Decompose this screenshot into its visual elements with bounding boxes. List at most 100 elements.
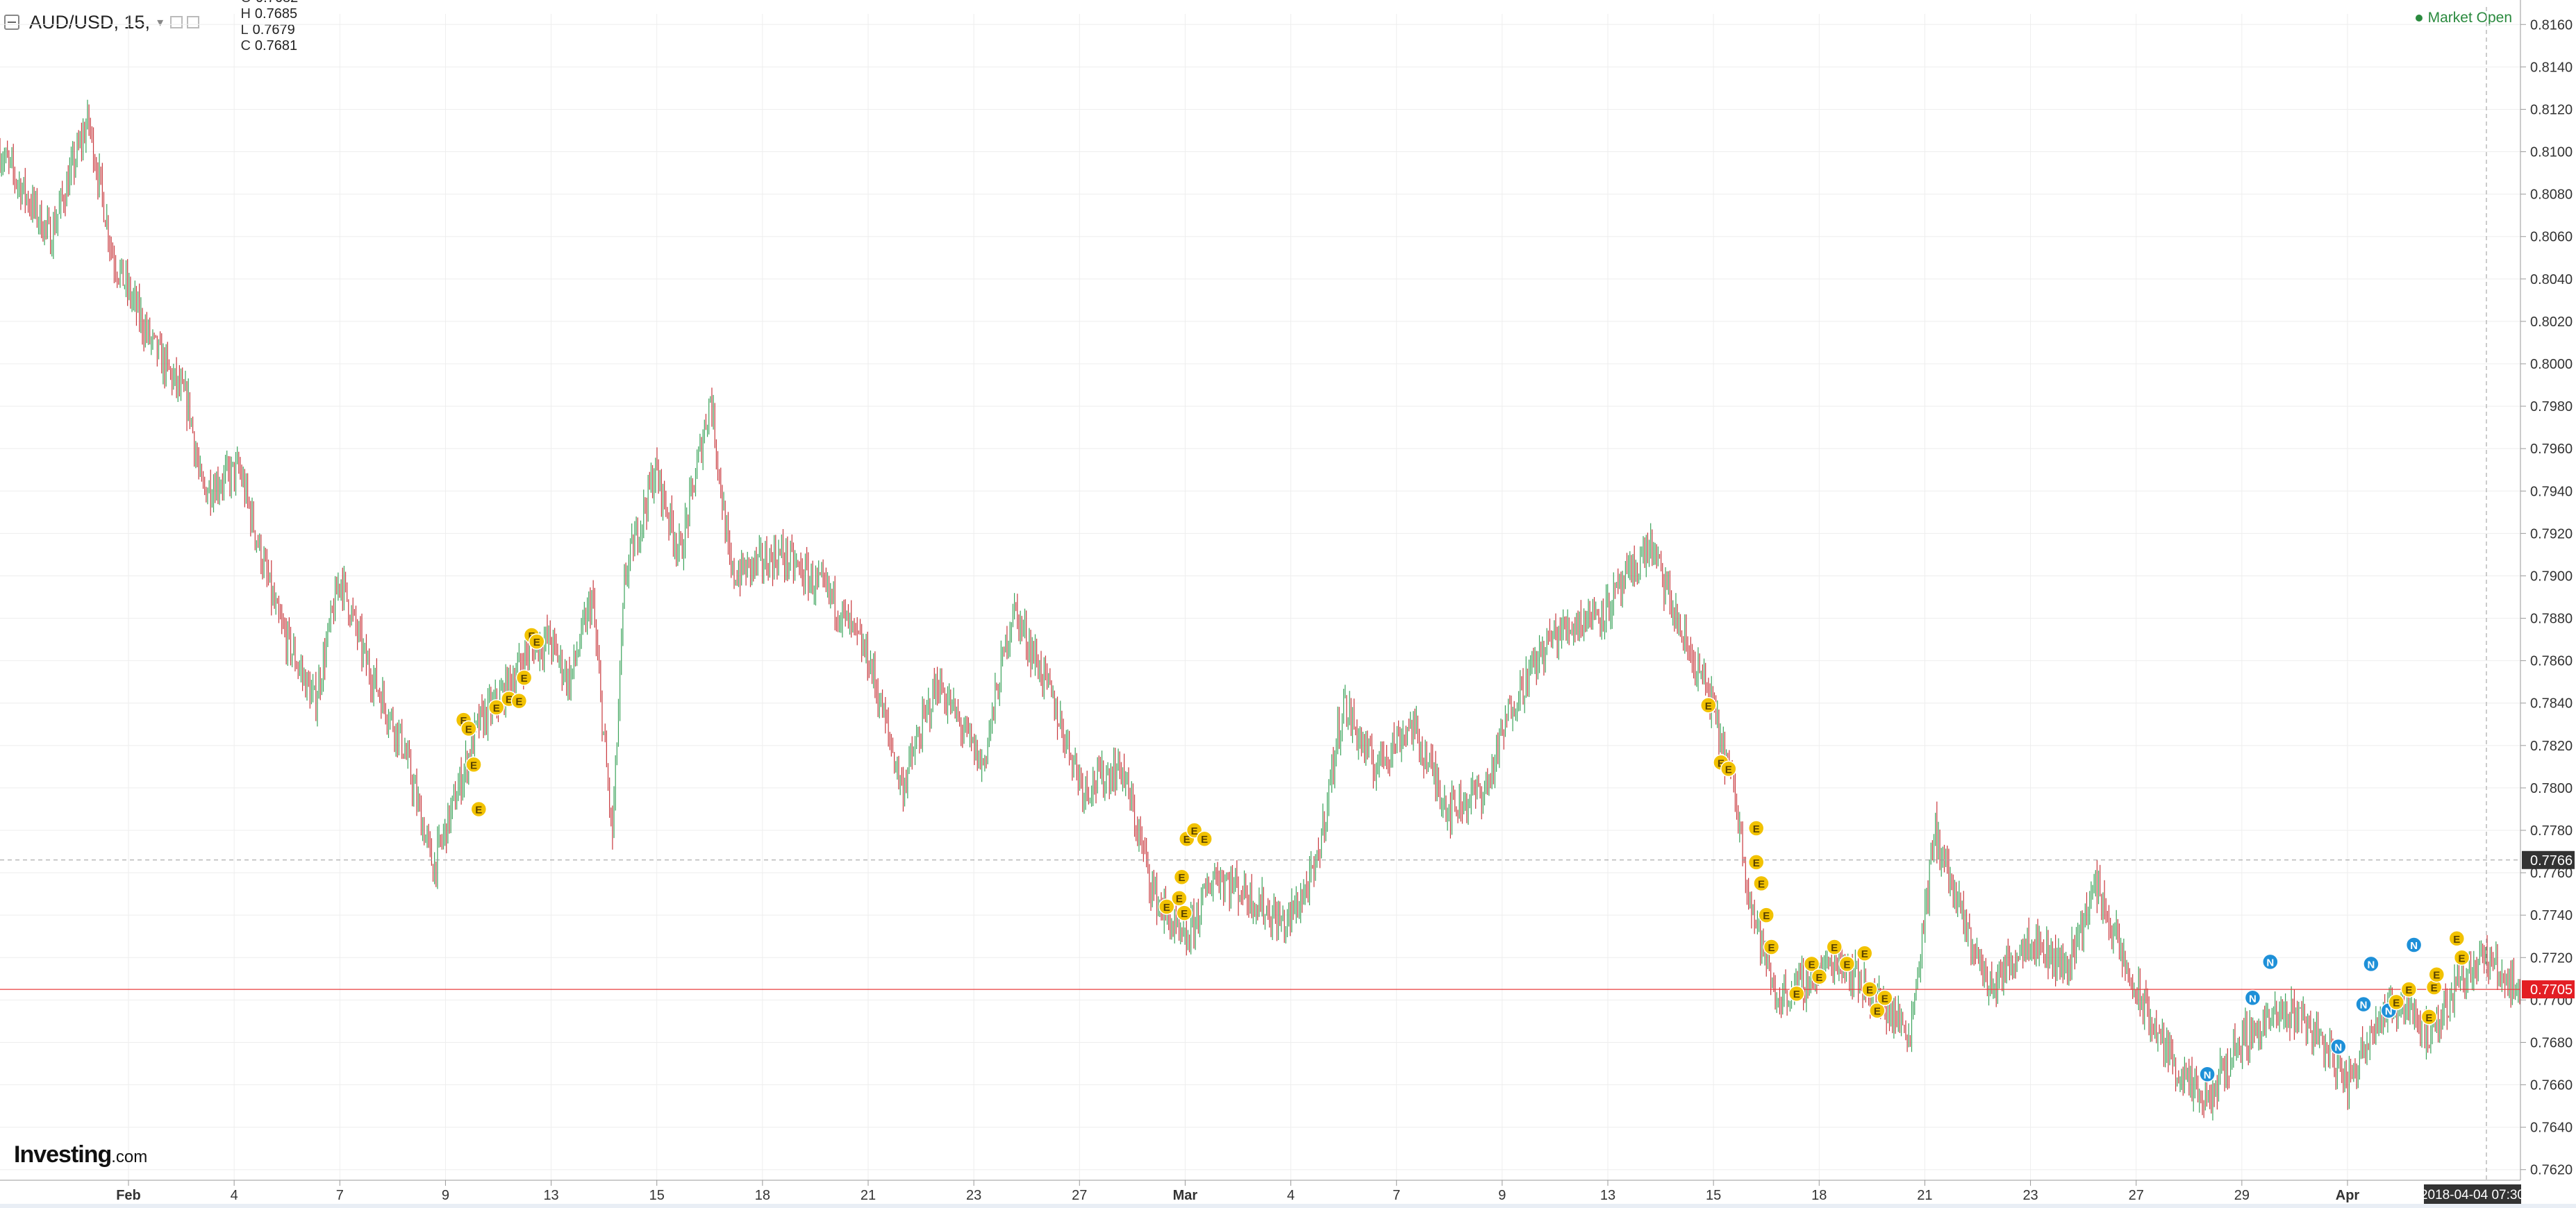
economic-event-marker[interactable]: E — [2425, 979, 2443, 996]
economic-event-marker[interactable]: E — [1826, 939, 1843, 955]
economic-event-marker[interactable]: E — [1861, 981, 1878, 998]
news-marker-icon — [2330, 1038, 2347, 1055]
economic-event-marker[interactable]: E — [2420, 1009, 2438, 1025]
economic-event-marker[interactable]: E — [460, 720, 477, 737]
chevron-down-icon[interactable]: ▾ — [157, 15, 164, 29]
x-tick-label: 21 — [861, 1188, 876, 1203]
event-marker-icon — [488, 699, 505, 716]
economic-event-marker[interactable]: E — [529, 633, 545, 650]
economic-event-marker[interactable]: E — [1763, 939, 1780, 955]
ohlc-low-value: 0.7679 — [252, 22, 295, 37]
economic-event-marker[interactable]: E — [1876, 989, 1893, 1007]
event-marker-icon — [1196, 830, 1213, 847]
event-marker-icon — [1838, 955, 1856, 973]
economic-event-marker[interactable]: E — [515, 669, 533, 686]
economic-event-marker[interactable]: E — [465, 756, 482, 773]
x-tick-label: 13 — [543, 1188, 558, 1203]
symbol-label[interactable]: AUD/USD, 15, — [29, 11, 151, 33]
y-tick-label: 0.7680 — [2530, 1035, 2573, 1050]
news-marker-icon — [2363, 955, 2379, 973]
collapse-icon[interactable] — [4, 15, 19, 30]
event-marker-letter: E — [1793, 989, 1800, 1000]
current-price-tag — [2522, 980, 2575, 999]
event-marker-icon — [1747, 854, 1765, 871]
economic-event-marker[interactable]: E — [1747, 854, 1765, 871]
event-marker-letter: E — [1753, 823, 1760, 835]
economic-event-marker[interactable]: E — [1856, 945, 1873, 962]
ohlc-high-value: 0.7685 — [254, 6, 298, 22]
event-marker-letter: E — [515, 696, 522, 708]
event-marker-icon — [2420, 1009, 2438, 1025]
economic-event-marker[interactable]: E — [1747, 820, 1765, 837]
x-tick-label: 4 — [231, 1188, 238, 1203]
event-marker-icon — [515, 669, 533, 686]
economic-event-marker[interactable]: E — [1158, 898, 1175, 915]
news-event-marker[interactable]: N — [2363, 955, 2379, 973]
economic-event-marker[interactable]: E — [1838, 955, 1856, 973]
event-marker-icon — [1876, 989, 1893, 1007]
news-event-marker[interactable]: N — [2405, 937, 2423, 953]
y-tick-label: 0.8120 — [2530, 102, 2573, 117]
economic-event-marker[interactable]: E — [1171, 889, 1188, 907]
fullscreen-square-icon[interactable] — [187, 16, 200, 28]
y-tick-label: 0.7880 — [2530, 612, 2573, 627]
grid-lines — [0, 14, 2520, 1180]
news-event-marker[interactable]: N — [2330, 1038, 2347, 1055]
economic-event-marker[interactable]: E — [1758, 907, 1775, 923]
economic-event-marker[interactable]: E — [470, 800, 488, 818]
x-tick-label: 15 — [649, 1188, 665, 1203]
news-event-marker[interactable]: N — [2244, 989, 2261, 1007]
economic-event-marker[interactable]: E — [1869, 1002, 1886, 1019]
economic-event-marker[interactable]: E — [2400, 981, 2418, 998]
economic-event-marker[interactable]: E — [1173, 869, 1190, 885]
x-tick-label: Mar — [1173, 1188, 1198, 1203]
news-marker-icon — [2405, 937, 2423, 953]
economic-event-marker[interactable]: E — [2388, 993, 2404, 1011]
y-tick-label: 0.7900 — [2530, 569, 2573, 584]
event-marker-letter: E — [1718, 757, 1725, 769]
economic-event-marker[interactable]: E — [1700, 697, 1717, 714]
x-tick-label: 27 — [2129, 1188, 2144, 1203]
economic-event-marker[interactable]: E — [510, 692, 528, 710]
event-marker-letter: E — [1191, 825, 1198, 837]
economic-event-marker[interactable]: E — [488, 699, 505, 716]
news-marker-icon — [2355, 996, 2372, 1013]
economic-event-marker[interactable]: E — [2428, 966, 2445, 983]
cursor-time-tag — [2424, 1184, 2521, 1204]
economic-event-marker[interactable]: E — [1176, 905, 1193, 921]
economic-event-marker[interactable]: E — [1753, 875, 1770, 892]
x-tick-label: 18 — [755, 1188, 770, 1203]
y-tick-label: 0.8060 — [2530, 230, 2573, 245]
x-tick-label: 7 — [1393, 1188, 1400, 1203]
event-marker-icon — [2428, 966, 2445, 983]
news-event-marker[interactable]: N — [2199, 1066, 2216, 1083]
event-marker-letter: E — [465, 723, 472, 735]
event-marker-icon — [1811, 968, 1828, 985]
event-marker-icon — [1747, 820, 1765, 837]
economic-event-marker[interactable]: E — [1803, 955, 1820, 973]
economic-event-marker[interactable]: E — [1720, 760, 1737, 778]
settings-square-icon[interactable] — [170, 16, 183, 28]
event-marker-icon — [1758, 907, 1775, 923]
event-marker-letter: E — [1176, 894, 1183, 905]
economic-event-marker[interactable]: E — [1811, 968, 1828, 985]
event-marker-letter: E — [1753, 857, 1760, 869]
event-marker-icon — [1788, 985, 1805, 1002]
event-marker-letter: N — [2368, 959, 2375, 971]
news-event-marker[interactable]: N — [2355, 996, 2372, 1013]
economic-event-marker[interactable]: E — [1196, 830, 1213, 847]
bottom-scrollbar — [0, 1204, 2576, 1208]
economic-event-marker[interactable]: E — [2453, 949, 2470, 966]
news-event-marker[interactable]: N — [2262, 953, 2279, 971]
event-marker-icon — [1869, 1002, 1886, 1019]
event-marker-icon — [470, 800, 488, 818]
economic-event-marker[interactable]: E — [2448, 930, 2466, 947]
market-status: Market Open — [2415, 10, 2512, 26]
event-marker-letter: E — [533, 637, 540, 648]
y-tick-label: 0.7840 — [2530, 696, 2573, 712]
news-marker-icon — [2262, 953, 2279, 971]
event-marker-letter: N — [2249, 993, 2257, 1005]
economic-event-marker[interactable]: E — [1788, 985, 1805, 1002]
